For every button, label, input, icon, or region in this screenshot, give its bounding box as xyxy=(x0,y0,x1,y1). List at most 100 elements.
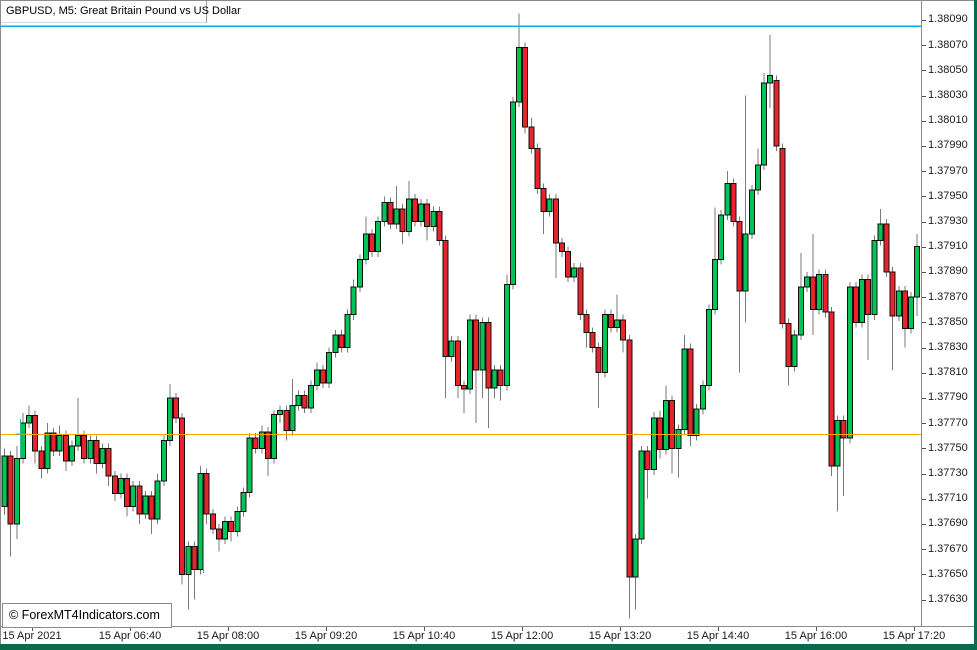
candle-bearish xyxy=(93,440,100,464)
price-axis-label: 1.38090 xyxy=(928,13,968,26)
candle-bearish xyxy=(522,47,529,128)
candle-bullish xyxy=(160,440,167,482)
price-axis-label: 1.38070 xyxy=(928,38,968,51)
candle-bullish xyxy=(754,164,761,191)
candle-bearish xyxy=(105,447,112,477)
candle-bullish xyxy=(295,394,302,406)
price-axis-tick xyxy=(922,549,926,551)
candle-bullish xyxy=(246,437,253,493)
candle-bearish xyxy=(424,203,431,228)
time-axis-label: 15 Apr 16:00 xyxy=(784,630,848,642)
candle-bearish xyxy=(626,339,633,578)
price-axis-label: 1.38010 xyxy=(928,114,968,127)
candle-bearish xyxy=(852,286,859,323)
candle-bearish xyxy=(62,435,69,462)
price-axis-label: 1.37950 xyxy=(928,189,968,202)
candle-bullish xyxy=(1,455,8,507)
candle-bearish xyxy=(730,183,737,222)
price-scale[interactable]: 1.38090 1.38070 1.38050 1.38030 1.38010 1.379… xyxy=(922,1,974,626)
candle-bearish xyxy=(785,323,792,367)
candle-bullish xyxy=(289,404,296,432)
candle-bullish xyxy=(44,432,51,469)
time-axis-label: 15 Apr 14:40 xyxy=(686,630,750,642)
candle-bullish xyxy=(797,286,804,336)
candle-bearish xyxy=(620,319,627,341)
candle-bearish xyxy=(399,208,406,233)
candle-bullish xyxy=(479,321,486,371)
candle-bullish xyxy=(516,47,522,103)
candle-bullish xyxy=(271,413,277,459)
candle-bullish xyxy=(914,246,921,298)
candle-bearish xyxy=(828,311,835,467)
candle-bullish xyxy=(491,369,498,389)
candle-bullish xyxy=(571,267,578,278)
candle-bearish xyxy=(583,314,590,333)
price-axis-label: 1.38050 xyxy=(928,63,968,76)
price-axis-label: 1.37830 xyxy=(928,341,968,353)
candle-bearish xyxy=(369,233,375,253)
candle-bearish xyxy=(454,340,461,386)
chart-plot-area[interactable] xyxy=(1,1,921,627)
price-axis-tick xyxy=(922,271,926,273)
candle-bullish xyxy=(185,546,192,575)
price-axis-tick xyxy=(922,120,926,122)
price-axis-tick xyxy=(922,95,926,97)
candle-bearish xyxy=(148,495,155,520)
candle-bullish xyxy=(197,473,204,570)
candle-bullish xyxy=(614,319,620,328)
candle-bearish xyxy=(50,432,57,452)
time-axis-label: 15 Apr 10:40 xyxy=(392,630,456,642)
candle-bearish xyxy=(589,331,596,349)
price-axis-tick xyxy=(922,19,926,21)
candle-bullish xyxy=(26,415,32,424)
price-axis-tick xyxy=(922,322,926,324)
time-scale[interactable]: 15 Apr 2021 15 Apr 06:40 15 Apr 08:00 15 Ap… xyxy=(1,627,975,645)
candle-bearish xyxy=(552,198,559,244)
candle-bullish xyxy=(130,485,137,507)
candle-bullish xyxy=(675,428,682,449)
candle-bearish xyxy=(301,394,308,409)
candle-bearish xyxy=(534,147,541,190)
candle-bearish xyxy=(558,242,565,253)
price-axis-label: 1.38030 xyxy=(928,89,968,101)
price-axis-label: 1.37650 xyxy=(928,567,968,580)
price-axis-label: 1.37770 xyxy=(928,416,968,429)
candle-bearish xyxy=(669,399,676,449)
candle-bullish xyxy=(871,239,878,316)
candle-bullish xyxy=(19,422,26,459)
price-axis-tick xyxy=(922,171,926,173)
candle-bullish xyxy=(56,435,63,452)
time-scale-separator xyxy=(1,626,974,627)
candle-bullish xyxy=(791,334,798,367)
watermark-box: © ForexMT4Indicators.com xyxy=(2,603,172,628)
candle-bullish xyxy=(816,273,823,311)
candle-bullish xyxy=(142,495,149,515)
candle-bullish xyxy=(350,286,357,316)
price-axis-tick xyxy=(922,70,926,72)
candle-bullish xyxy=(742,233,749,292)
candle-bullish xyxy=(240,491,247,512)
price-axis-tick xyxy=(922,397,926,399)
candle-bearish xyxy=(485,321,492,389)
candle-bearish xyxy=(540,188,547,212)
candle-bearish xyxy=(38,450,45,469)
price-axis-label: 1.37730 xyxy=(928,467,968,479)
candle-bullish xyxy=(761,82,767,166)
candle-bullish xyxy=(699,384,706,410)
candle-bullish xyxy=(846,286,853,439)
page-frame-bottom xyxy=(0,644,977,650)
candle-bullish xyxy=(313,369,320,386)
price-axis-tick xyxy=(922,246,926,248)
candle-bullish xyxy=(166,397,173,442)
candle-bullish xyxy=(68,445,75,462)
candle-bearish xyxy=(191,546,198,570)
candle-bullish xyxy=(693,408,700,437)
candle-bearish xyxy=(528,126,535,149)
candle-bullish xyxy=(418,203,424,222)
time-axis-tick xyxy=(326,627,327,631)
price-axis-label: 1.37970 xyxy=(928,164,968,177)
time-axis-label: 15 Apr 08:00 xyxy=(196,630,260,642)
candle-bullish xyxy=(154,480,161,520)
time-axis-label: 15 Apr 12:00 xyxy=(490,630,554,642)
